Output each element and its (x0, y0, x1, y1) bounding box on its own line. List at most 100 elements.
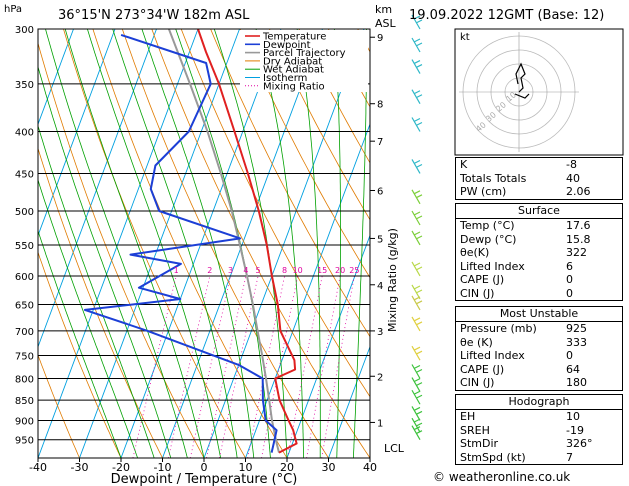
hodograph-trace-lower (514, 93, 530, 99)
x-tick-label: -20 (112, 461, 130, 474)
mixing-ratio-label: 20 (335, 266, 345, 275)
height-tick-label: 8 (377, 100, 383, 111)
wind-barb (411, 14, 423, 30)
x-tick-label: 30 (322, 461, 336, 474)
temperature-line (197, 29, 298, 454)
pressure-tick-label: 450 (15, 170, 34, 181)
most-unstable-table: Most Unstable Pressure (mb) 925 θe (K) 333 L… (455, 306, 623, 391)
hodograph-param-row: StmDir 326° (456, 437, 622, 451)
wind-barb (411, 377, 423, 392)
surface-row-value: 0 (566, 273, 573, 286)
pressure-tick-label: 500 (15, 207, 34, 218)
surface-row: Lifted Index 6 (456, 260, 622, 274)
datetime-title: 19.09.2022 12GMT (Base: 12) (409, 8, 604, 23)
most-unstable-row-label: θe (K) (460, 335, 493, 349)
index-row: Totals Totals 40 (456, 172, 622, 186)
most-unstable-row: Lifted Index 0 (456, 349, 622, 363)
surface-row-value: 6 (566, 259, 573, 273)
hodograph-param-row: EH 10 (456, 410, 622, 424)
mixing-ratio-label: 25 (349, 266, 359, 275)
height-tick-label: 7 (377, 137, 383, 148)
isotherm-line (203, 29, 365, 458)
surface-row-value: 17.6 (566, 219, 591, 232)
isotherm-line (38, 29, 116, 237)
surface-row: Temp (°C) 17.6 (456, 219, 622, 233)
hodograph-param-row-value: 326° (566, 437, 593, 450)
asl-label: ASL (375, 17, 397, 30)
most-unstable-title: Most Unstable (456, 307, 622, 322)
surface-row-label: CIN (J) (460, 286, 495, 300)
legend-label: Isotherm (263, 73, 307, 84)
legend-label: Wet Adiabat (263, 65, 324, 76)
x-tick-label: 0 (201, 461, 208, 474)
dry-adiabat-line (151, 29, 370, 458)
legend-label: Temperature (262, 32, 326, 43)
pressure-tick-label: 650 (15, 301, 34, 312)
x-tick-label: 20 (280, 461, 294, 474)
mixing-ratio-label: 4 (243, 266, 248, 275)
hodograph-kt-label: kt (460, 32, 470, 43)
wind-barb (411, 210, 423, 226)
hodograph-param-row-value: 10 (566, 410, 580, 423)
mixing-ratio-line (168, 275, 211, 458)
pressure-tick-label: 300 (15, 25, 34, 36)
isotherm-line (328, 345, 370, 458)
most-unstable-row: θe (K) 333 (456, 336, 622, 350)
wind-barb (411, 37, 423, 53)
dry-adiabat-line (298, 29, 370, 164)
mixing-ratio-line (132, 275, 177, 458)
most-unstable-row-value: 925 (566, 322, 587, 335)
mixing-ratio-label: 15 (317, 266, 327, 275)
hodograph-param-row-label: StmSpd (kt) (460, 450, 526, 464)
surface-row-value: 15.8 (566, 232, 591, 246)
index-row-value: 40 (566, 171, 580, 185)
surface-row: θe(K) 322 (456, 246, 622, 260)
wind-barb (411, 316, 423, 332)
hodograph-param-row-value: 7 (566, 450, 573, 464)
most-unstable-row-value: 0 (566, 349, 573, 362)
pressure-tick-label: 850 (15, 396, 34, 407)
lcl-label: LCL (384, 442, 405, 455)
height-tick-label: 4 (377, 281, 383, 292)
indices-table: K -8 Totals Totals 40 PW (cm) 2.06 (455, 157, 623, 200)
copyright-notice: © weatheronline.co.uk (433, 470, 571, 484)
pressure-tick-label: 700 (15, 327, 34, 338)
isotherm-line (286, 234, 370, 458)
isotherm-line (79, 29, 240, 458)
hodograph-table-title: Hodograph (456, 395, 622, 410)
x-tick-label: 10 (239, 461, 253, 474)
pressure-tick-label: 750 (15, 352, 34, 363)
wind-barb (411, 389, 423, 405)
isotherm-line (162, 29, 323, 458)
index-row-label: K (460, 158, 468, 171)
height-tick-label: 1 (377, 418, 383, 429)
most-unstable-row-label: CIN (J) (460, 376, 495, 389)
wind-barb (411, 230, 423, 246)
index-row-value: -8 (566, 158, 577, 171)
x-tick-label: 40 (363, 461, 377, 474)
surface-table: Surface Temp (°C) 17.6 Dewp (°C) 15.8 θe(K) 3… (455, 203, 623, 301)
pressure-tick-label: 550 (15, 241, 34, 252)
surface-title: Surface (456, 204, 622, 219)
height-tick-label: 6 (377, 187, 383, 198)
legend-box (240, 30, 368, 92)
mixing-ratio-axis-label: Mixing Ratio (g/kg) (386, 228, 399, 332)
dry-adiabat-line (269, 29, 370, 221)
hodograph-param-row-label: StmDir (460, 437, 499, 450)
index-row-value: 2.06 (566, 185, 591, 198)
wet-adiabat-line (353, 29, 368, 458)
surface-row-label: Temp (°C) (460, 219, 515, 232)
hodograph-param-row: SREH -19 (456, 424, 622, 438)
pressure-tick-label: 350 (15, 80, 34, 91)
hodograph-trace (515, 62, 526, 93)
index-row: K -8 (456, 158, 622, 172)
wind-barb (411, 117, 423, 132)
hodograph-param-row-label: SREH (460, 423, 490, 437)
dry-adiabat-line (239, 29, 370, 279)
pressure-tick-label: 600 (15, 272, 34, 283)
wet-adiabat-line (45, 29, 188, 458)
most-unstable-row-value: 64 (566, 362, 580, 376)
most-unstable-row: Pressure (mb) 925 (456, 322, 622, 336)
